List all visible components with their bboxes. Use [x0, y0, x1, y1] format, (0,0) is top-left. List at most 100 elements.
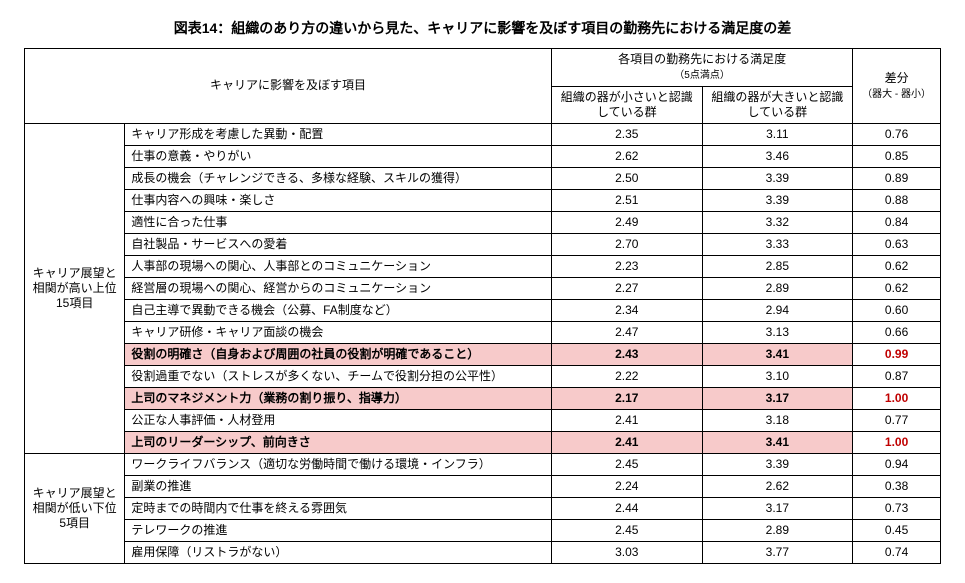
item-label: 雇用保障（リストラがない） [125, 541, 552, 563]
value-large: 3.46 [702, 145, 853, 167]
table-row: 上司のマネジメント力（業務の割り振り、指導力）2.173.171.00 [25, 387, 941, 409]
value-diff: 0.62 [853, 277, 941, 299]
table-row: 仕事の意義・やりがい2.623.460.85 [25, 145, 941, 167]
item-label: 成長の機会（チャレンジできる、多様な経験、スキルの獲得） [125, 167, 552, 189]
value-small: 3.03 [552, 541, 703, 563]
value-diff: 0.84 [853, 211, 941, 233]
table-row: 上司のリーダーシップ、前向きさ2.413.411.00 [25, 431, 941, 453]
table-row: 雇用保障（リストラがない）3.033.770.74 [25, 541, 941, 563]
value-small: 2.23 [552, 255, 703, 277]
value-large: 2.62 [702, 475, 853, 497]
item-label: 適性に合った仕事 [125, 211, 552, 233]
header-sat-group-note: （5点満点） [674, 70, 730, 81]
value-large: 3.11 [702, 123, 853, 145]
value-small: 2.47 [552, 321, 703, 343]
item-label: キャリア研修・キャリア面談の機会 [125, 321, 552, 343]
table-row: 人事部の現場への関心、人事部とのコミュニケーション2.232.850.62 [25, 255, 941, 277]
value-small: 2.27 [552, 277, 703, 299]
value-large: 2.94 [702, 299, 853, 321]
value-large: 3.32 [702, 211, 853, 233]
table-row: 自社製品・サービスへの愛着2.703.330.63 [25, 233, 941, 255]
value-diff: 0.66 [853, 321, 941, 343]
value-small: 2.62 [552, 145, 703, 167]
table-row: 定時までの時間内で仕事を終える雰囲気2.443.170.73 [25, 497, 941, 519]
value-diff: 0.74 [853, 541, 941, 563]
header-sat-group-label: 各項目の勤務先における満足度 [618, 52, 786, 66]
table-row: 自己主導で異動できる機会（公募、FA制度など）2.342.940.60 [25, 299, 941, 321]
table-row: 公正な人事評価・人材登用2.413.180.77 [25, 409, 941, 431]
value-large: 3.41 [702, 431, 853, 453]
figure-title: 図表14：組織のあり方の違いから見た、キャリアに影響を及ぼす項目の勤務先における… [24, 18, 941, 38]
item-label: 定時までの時間内で仕事を終える雰囲気 [125, 497, 552, 519]
item-label: キャリア形成を考慮した異動・配置 [125, 123, 552, 145]
table-row: 副業の推進2.242.620.38 [25, 475, 941, 497]
value-diff: 0.77 [853, 409, 941, 431]
value-large: 2.89 [702, 277, 853, 299]
value-diff: 0.76 [853, 123, 941, 145]
item-label: 役割過重でない（ストレスが多くない、チームで役割分担の公平性） [125, 365, 552, 387]
value-large: 3.13 [702, 321, 853, 343]
value-diff: 1.00 [853, 387, 941, 409]
value-diff: 0.89 [853, 167, 941, 189]
item-label: 経営層の現場への関心、経営からのコミュニケーション [125, 277, 552, 299]
table-row: 適性に合った仕事2.493.320.84 [25, 211, 941, 233]
value-diff: 0.88 [853, 189, 941, 211]
value-small: 2.49 [552, 211, 703, 233]
header-diff-note: （器大 - 器小） [862, 89, 931, 100]
value-large: 3.33 [702, 233, 853, 255]
header-col-small: 組織の器が小さいと認識している群 [552, 86, 703, 123]
table-row: キャリア研修・キャリア面談の機会2.473.130.66 [25, 321, 941, 343]
value-small: 2.45 [552, 453, 703, 475]
value-small: 2.24 [552, 475, 703, 497]
value-large: 3.77 [702, 541, 853, 563]
value-large: 3.17 [702, 387, 853, 409]
value-small: 2.45 [552, 519, 703, 541]
header-diff-label: 差分 [885, 71, 909, 85]
value-large: 3.10 [702, 365, 853, 387]
item-label: テレワークの推進 [125, 519, 552, 541]
header-items: キャリアに影響を及ぼす項目 [25, 49, 552, 124]
table-row: 役割の明確さ（自身および周囲の社員の役割が明確であること）2.433.410.9… [25, 343, 941, 365]
value-diff: 1.00 [853, 431, 941, 453]
value-small: 2.44 [552, 497, 703, 519]
value-large: 3.39 [702, 453, 853, 475]
value-small: 2.22 [552, 365, 703, 387]
satisfaction-table: キャリアに影響を及ぼす項目 各項目の勤務先における満足度 （5点満点） 差分 （… [24, 48, 941, 564]
item-label: 副業の推進 [125, 475, 552, 497]
value-large: 2.85 [702, 255, 853, 277]
item-label: 上司のリーダーシップ、前向きさ [125, 431, 552, 453]
value-diff: 0.87 [853, 365, 941, 387]
item-label: 役割の明確さ（自身および周囲の社員の役割が明確であること） [125, 343, 552, 365]
item-label: 仕事の意義・やりがい [125, 145, 552, 167]
table-row: 役割過重でない（ストレスが多くない、チームで役割分担の公平性）2.223.100… [25, 365, 941, 387]
value-diff: 0.94 [853, 453, 941, 475]
item-label: 上司のマネジメント力（業務の割り振り、指導力） [125, 387, 552, 409]
value-diff: 0.62 [853, 255, 941, 277]
value-small: 2.50 [552, 167, 703, 189]
item-label: 自社製品・サービスへの愛着 [125, 233, 552, 255]
value-large: 3.39 [702, 167, 853, 189]
header-sat-group: 各項目の勤務先における満足度 （5点満点） [552, 49, 853, 87]
group-label: キャリア展望と相関が高い上位15項目 [25, 123, 125, 453]
value-diff: 0.99 [853, 343, 941, 365]
value-small: 2.35 [552, 123, 703, 145]
table-row: キャリア展望と相関が低い下位5項目ワークライフバランス（適切な労働時間で働ける環… [25, 453, 941, 475]
value-small: 2.41 [552, 431, 703, 453]
table-row: 経営層の現場への関心、経営からのコミュニケーション2.272.890.62 [25, 277, 941, 299]
value-large: 3.18 [702, 409, 853, 431]
value-small: 2.43 [552, 343, 703, 365]
value-small: 2.51 [552, 189, 703, 211]
table-row: キャリア展望と相関が高い上位15項目キャリア形成を考慮した異動・配置2.353.… [25, 123, 941, 145]
item-label: 仕事内容への興味・楽しさ [125, 189, 552, 211]
item-label: 公正な人事評価・人材登用 [125, 409, 552, 431]
group-label: キャリア展望と相関が低い下位5項目 [25, 453, 125, 563]
value-diff: 0.63 [853, 233, 941, 255]
value-small: 2.17 [552, 387, 703, 409]
item-label: ワークライフバランス（適切な労働時間で働ける環境・インフラ） [125, 453, 552, 475]
value-small: 2.41 [552, 409, 703, 431]
value-large: 3.41 [702, 343, 853, 365]
item-label: 自己主導で異動できる機会（公募、FA制度など） [125, 299, 552, 321]
table-row: 仕事内容への興味・楽しさ2.513.390.88 [25, 189, 941, 211]
value-diff: 0.85 [853, 145, 941, 167]
value-small: 2.70 [552, 233, 703, 255]
